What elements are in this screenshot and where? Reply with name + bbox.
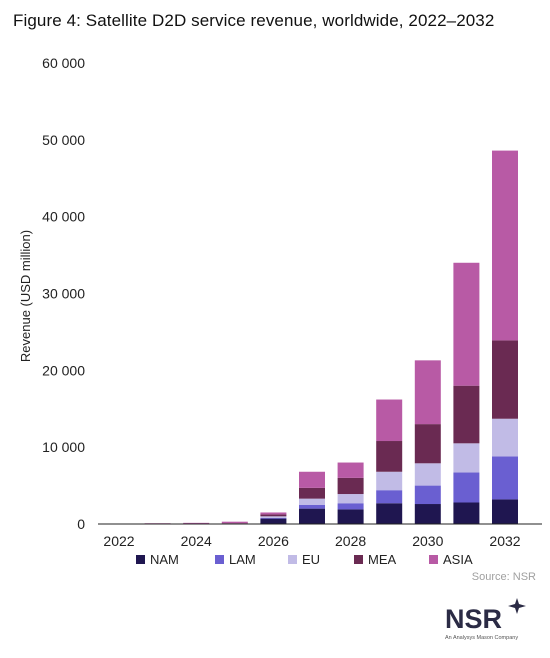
logo-subtitle: An Analysys Mason Company (445, 635, 518, 641)
legend: NAM LAM EU MEA ASIA (136, 552, 473, 567)
bar-segment-nam-2028 (337, 509, 364, 524)
bar-segment-lam-2026 (260, 517, 287, 519)
bar-segment-nam-2029 (376, 503, 403, 524)
bar-segment-eu-2028 (337, 494, 364, 504)
star-icon (508, 598, 526, 614)
y-tick-label: 20 000 (42, 362, 85, 378)
bar-segment-nam-2027 (299, 508, 325, 524)
bar-segment-mea-2032 (492, 340, 518, 419)
bar-segment-asia-2026 (260, 512, 287, 515)
bar-segment-nam-2030 (414, 504, 441, 524)
legend-swatch-lam (215, 555, 224, 564)
bar-segment-lam-2028 (337, 503, 364, 510)
bar-segment-nam-2032 (492, 499, 518, 524)
bar-segment-lam-2030 (414, 485, 441, 505)
bar-segment-asia-2031 (453, 262, 480, 386)
legend-label-eu: EU (302, 552, 320, 567)
x-tick-label: 2028 (335, 533, 366, 549)
legend-label-nam: NAM (150, 552, 179, 567)
legend-label-asia: ASIA (443, 552, 473, 567)
x-tick-label: 2030 (412, 533, 443, 549)
x-axis-ticks: 2022 2024 2026 2028 2030 2032 (103, 533, 520, 549)
bar-segment-asia-2025 (221, 521, 248, 524)
bar-segment-eu-2027 (299, 498, 325, 505)
bar-segment-eu-2030 (414, 463, 441, 486)
legend-label-mea: MEA (368, 552, 397, 567)
bar-segment-asia-2024 (183, 522, 210, 524)
bar-segment-mea-2027 (299, 487, 325, 499)
x-tick-label: 2032 (489, 533, 520, 549)
y-tick-label: 50 000 (42, 132, 85, 148)
bar-segment-nam-2031 (453, 502, 480, 524)
bar-segment-lam-2027 (299, 504, 325, 509)
bar-segment-mea-2028 (337, 477, 364, 495)
bar-segment-asia-2030 (414, 360, 441, 425)
y-tick-label: 10 000 (42, 439, 85, 455)
legend-label-lam: LAM (229, 552, 256, 567)
y-tick-label: 40 000 (42, 209, 85, 225)
bar-segment-mea-2029 (376, 441, 403, 472)
x-tick-label: 2026 (258, 533, 289, 549)
y-axis-title-group: Revenue (USD million) (18, 230, 33, 362)
bar-segment-mea-2030 (414, 424, 441, 464)
legend-swatch-eu (288, 555, 297, 564)
y-axis-ticks: 0 10 000 20 000 30 000 40 000 50 000 60 000 (42, 55, 85, 532)
bar-segment-asia-2028 (337, 462, 364, 478)
bar-segment-asia-2032 (492, 150, 518, 341)
bars (106, 150, 518, 525)
legend-swatch-nam (136, 555, 145, 564)
x-tick-label: 2022 (103, 533, 134, 549)
legend-swatch-mea (354, 555, 363, 564)
legend-swatch-asia (429, 555, 438, 564)
bar-segment-lam-2032 (492, 456, 518, 500)
y-axis-title: Revenue (USD million) (18, 230, 33, 362)
y-tick-label: 30 000 (42, 286, 85, 302)
y-tick-label: 0 (77, 516, 85, 532)
bar-segment-lam-2031 (453, 472, 480, 503)
bar-segment-lam-2029 (376, 490, 403, 504)
chart-title: Figure 4: Satellite D2D service revenue,… (13, 11, 495, 30)
bar-segment-asia-2027 (299, 471, 325, 488)
bar-segment-asia-2029 (376, 399, 403, 442)
y-tick-label: 60 000 (42, 55, 85, 71)
nsr-logo: NSR An Analysys Mason Company (445, 598, 526, 641)
bar-segment-eu-2032 (492, 418, 518, 457)
x-tick-label: 2024 (181, 533, 212, 549)
logo-text: NSR (445, 604, 502, 634)
bar-segment-eu-2029 (376, 471, 403, 491)
bar-segment-eu-2026 (260, 516, 287, 518)
bar-segment-nam-2026 (260, 518, 287, 524)
bar-segment-mea-2031 (453, 385, 480, 444)
bar-segment-mea-2026 (260, 514, 287, 517)
bar-segment-eu-2031 (453, 443, 480, 473)
source-note: Source: NSR (472, 571, 536, 583)
